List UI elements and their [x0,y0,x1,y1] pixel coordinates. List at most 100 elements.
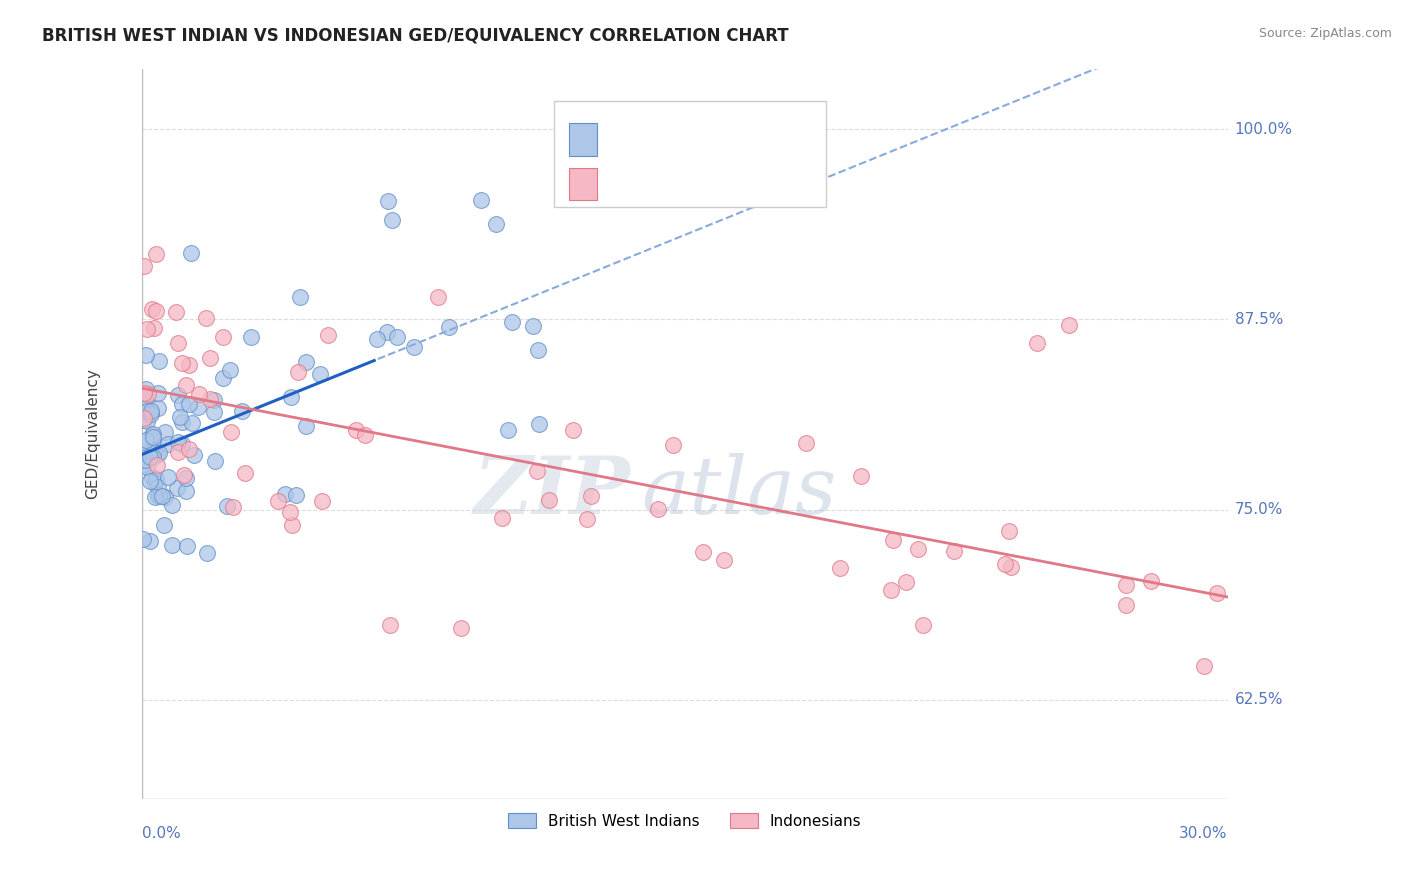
Point [575,512,598,526]
Point [167,445,190,459]
Point [135,391,157,405]
Point [156,469,179,483]
Point [538,493,561,508]
Point [170,356,193,370]
Text: R =  0.265   N =  92: R = 0.265 N = 92 [609,132,776,147]
Point [135,382,157,396]
Point [148,353,170,368]
Point [907,541,929,556]
Point [267,493,290,508]
Point [173,468,195,483]
Text: 62.5%: 62.5% [1234,692,1284,707]
Point [288,290,311,304]
Point [132,386,155,401]
Point [166,481,188,495]
Point [375,325,398,339]
Point [200,351,222,365]
Point [344,423,367,437]
Point [830,561,852,575]
Point [134,453,156,467]
Point [141,301,163,316]
Point [172,415,194,429]
Point [148,401,170,416]
Point [177,442,200,457]
Text: 87.5%: 87.5% [1234,312,1282,327]
Text: atlas: atlas [641,453,837,531]
Point [195,310,218,325]
Point [135,348,157,362]
Point [153,490,176,504]
Point [177,397,200,411]
Text: BRITISH WEST INDIAN VS INDONESIAN GED/EQUIVALENCY CORRELATION CHART: BRITISH WEST INDIAN VS INDONESIAN GED/EQ… [42,27,789,45]
Point [318,328,340,343]
Point [165,305,187,319]
Point [139,533,162,548]
Point [148,487,170,501]
Point [1205,586,1227,600]
Point [994,557,1017,571]
Legend: British West Indians, Indonesians: British West Indians, Indonesians [502,806,868,835]
Point [794,436,817,450]
Point [202,405,225,419]
Text: 30.0%: 30.0% [1180,826,1227,841]
Point [180,245,202,260]
Point [713,552,735,566]
Point [174,377,197,392]
Point [132,434,155,449]
Point [218,363,240,377]
Point [143,444,166,458]
Point [198,392,221,406]
Point [1025,335,1047,350]
Point [281,517,304,532]
Point [142,427,165,442]
Point [136,460,159,475]
Point [284,487,307,501]
Point [135,403,157,417]
Point [146,489,169,503]
Point [1000,560,1022,574]
Text: 100.0%: 100.0% [1234,122,1292,136]
Point [404,340,426,354]
Point [202,392,225,407]
Point [139,407,162,421]
Text: R = -0.232   N =  66: R = -0.232 N = 66 [609,177,778,192]
Point [231,404,253,418]
Point [692,545,714,559]
Point [491,510,513,524]
Point [437,319,460,334]
Point [366,332,388,346]
Point [287,365,309,379]
Point [153,425,176,440]
FancyBboxPatch shape [554,102,825,207]
Point [141,428,163,442]
Text: 75.0%: 75.0% [1234,502,1282,517]
Point [160,498,183,512]
Point [136,387,159,401]
Point [522,318,544,333]
Point [132,458,155,472]
Point [882,533,904,547]
Point [143,320,166,334]
Text: GED/Equivalency: GED/Equivalency [86,368,100,499]
Point [136,322,159,336]
Point [176,539,198,553]
Point [274,487,297,501]
Point [219,425,242,439]
Point [166,434,188,449]
Point [280,390,302,404]
Point [153,517,176,532]
Point [141,469,163,483]
Point [470,193,492,207]
Point [311,494,333,508]
Point [145,447,167,461]
Point [1115,598,1137,612]
Point [145,472,167,486]
Point [204,454,226,468]
Point [139,450,162,464]
Point [485,217,508,231]
Point [172,397,194,411]
Point [385,330,408,344]
Point [145,246,167,260]
Point [354,428,377,442]
Point [187,400,209,414]
